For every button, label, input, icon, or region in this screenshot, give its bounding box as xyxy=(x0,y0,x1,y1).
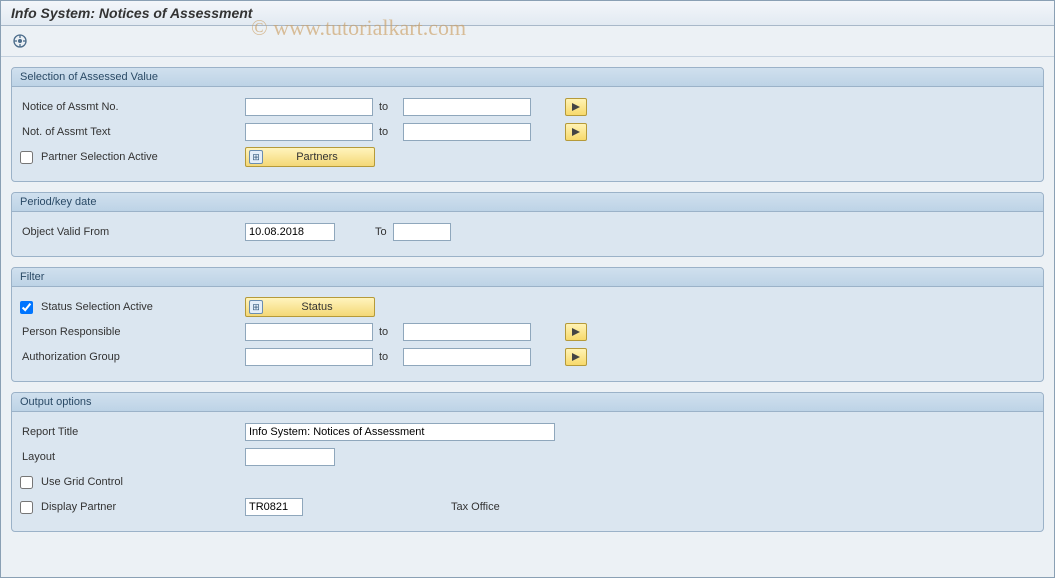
group-header: Period/key date xyxy=(12,193,1043,212)
use-grid-checkbox[interactable] xyxy=(20,476,33,489)
label-notice-text: Not. of Assmt Text xyxy=(20,126,245,138)
label-report-title: Report Title xyxy=(20,426,245,438)
display-partner-text: Tax Office xyxy=(423,501,500,513)
label-display-partner: Display Partner xyxy=(41,501,116,513)
display-partner-code-input[interactable] xyxy=(245,498,303,516)
expand-icon: ⊞ xyxy=(249,150,263,164)
row-partner-selection: Partner Selection Active ⊞ Partners xyxy=(20,146,1035,168)
partners-button-label: Partners xyxy=(296,151,338,163)
row-auth-group: Authorization Group to xyxy=(20,346,1035,368)
valid-to-input[interactable] xyxy=(393,223,451,241)
status-button[interactable]: ⊞ Status xyxy=(245,297,375,317)
label-valid-from: Object Valid From xyxy=(20,226,245,238)
row-report-title: Report Title xyxy=(20,421,1035,443)
notice-no-from-input[interactable] xyxy=(245,98,373,116)
status-button-label: Status xyxy=(301,301,332,313)
group-header: Filter xyxy=(12,268,1043,287)
row-notice-text: Not. of Assmt Text to xyxy=(20,121,1035,143)
valid-from-input[interactable] xyxy=(245,223,335,241)
label-use-grid: Use Grid Control xyxy=(41,476,123,488)
partners-button[interactable]: ⊞ Partners xyxy=(245,147,375,167)
partner-selection-checkbox[interactable] xyxy=(20,151,33,164)
to-label: to xyxy=(373,326,403,338)
row-person-responsible: Person Responsible to xyxy=(20,321,1035,343)
notice-no-to-input[interactable] xyxy=(403,98,531,116)
row-valid-from: Object Valid From To xyxy=(20,221,1035,243)
row-status-selection: Status Selection Active ⊞ Status xyxy=(20,296,1035,318)
notice-no-multi-button[interactable] xyxy=(565,98,587,116)
auth-group-multi-button[interactable] xyxy=(565,348,587,366)
status-selection-checkbox[interactable] xyxy=(20,301,33,314)
person-resp-to-input[interactable] xyxy=(403,323,531,341)
label-layout: Layout xyxy=(20,451,245,463)
group-filter: Filter Status Selection Active ⊞ Status … xyxy=(11,267,1044,382)
label-auth-group: Authorization Group xyxy=(20,351,245,363)
group-period-key-date: Period/key date Object Valid From To xyxy=(11,192,1044,257)
app-window: Info System: Notices of Assessment © www… xyxy=(0,0,1055,578)
notice-text-to-input[interactable] xyxy=(403,123,531,141)
group-selection-assessed-value: Selection of Assessed Value Notice of As… xyxy=(11,67,1044,182)
execute-icon[interactable] xyxy=(11,32,29,50)
to-label: To xyxy=(335,226,393,238)
label-status-selection: Status Selection Active xyxy=(41,301,153,313)
notice-text-from-input[interactable] xyxy=(245,123,373,141)
person-resp-from-input[interactable] xyxy=(245,323,373,341)
label-partner-selection: Partner Selection Active xyxy=(41,151,158,163)
label-notice-no: Notice of Assmt No. xyxy=(20,101,245,113)
group-header: Selection of Assessed Value xyxy=(12,68,1043,87)
auth-group-from-input[interactable] xyxy=(245,348,373,366)
label-person-responsible: Person Responsible xyxy=(20,326,245,338)
auth-group-to-input[interactable] xyxy=(403,348,531,366)
to-label: to xyxy=(373,101,403,113)
person-resp-multi-button[interactable] xyxy=(565,323,587,341)
toolbar xyxy=(1,26,1054,57)
layout-input[interactable] xyxy=(245,448,335,466)
content-area: Selection of Assessed Value Notice of As… xyxy=(1,57,1054,552)
title-bar: Info System: Notices of Assessment xyxy=(1,1,1054,26)
row-notice-no: Notice of Assmt No. to xyxy=(20,96,1035,118)
row-layout: Layout xyxy=(20,446,1035,468)
expand-icon: ⊞ xyxy=(249,300,263,314)
row-use-grid: Use Grid Control xyxy=(20,471,1035,493)
row-display-partner: Display Partner Tax Office xyxy=(20,496,1035,518)
notice-text-multi-button[interactable] xyxy=(565,123,587,141)
report-title-input[interactable] xyxy=(245,423,555,441)
window-title: Info System: Notices of Assessment xyxy=(11,5,252,21)
display-partner-checkbox[interactable] xyxy=(20,501,33,514)
group-output-options: Output options Report Title Layout Use G… xyxy=(11,392,1044,532)
to-label: to xyxy=(373,351,403,363)
group-header: Output options xyxy=(12,393,1043,412)
to-label: to xyxy=(373,126,403,138)
